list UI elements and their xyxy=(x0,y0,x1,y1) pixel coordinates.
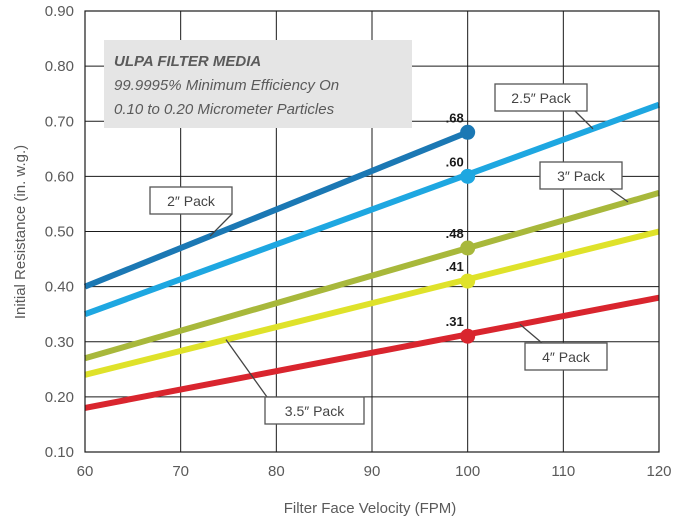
series-marker xyxy=(460,273,476,289)
series-marker xyxy=(460,328,476,344)
marker-value-label: .41 xyxy=(446,259,464,274)
series-line xyxy=(83,101,661,318)
callout-box xyxy=(539,161,623,190)
callout-leader-line xyxy=(574,110,594,130)
series-line xyxy=(84,294,660,411)
x-tick-label: 80 xyxy=(268,463,285,480)
callout-leader-line xyxy=(209,213,233,237)
y-tick-label: 0.60 xyxy=(45,168,74,185)
callout-label: 4″ Pack xyxy=(542,349,591,365)
y-tick-label: 0.50 xyxy=(45,224,74,241)
callout-leader-line xyxy=(609,188,629,203)
y-tick-label: 0.80 xyxy=(45,58,74,75)
info-box-line-2: 0.10 to 0.20 Micrometer Particles xyxy=(114,101,335,118)
info-box-line-1: 99.9995% Minimum Efficiency On xyxy=(114,77,339,94)
callout-leader-line xyxy=(519,323,543,344)
callout-label: 3.5″ Pack xyxy=(285,403,345,419)
x-axis-title: Filter Face Velocity (FPM) xyxy=(284,500,457,517)
y-axis-title: Initial Resistance (in. w.g.) xyxy=(12,145,29,319)
y-tick-label: 0.10 xyxy=(45,444,74,461)
x-tick-label: 120 xyxy=(646,463,671,480)
series-line xyxy=(83,129,469,290)
series-line xyxy=(84,228,660,378)
callout-box xyxy=(494,83,588,112)
info-box-background xyxy=(104,40,412,128)
callout-leader-line xyxy=(225,339,268,398)
series-marker xyxy=(460,240,476,256)
marker-value-label: .68 xyxy=(446,110,464,125)
marker-value-label: .48 xyxy=(446,226,464,241)
series-marker xyxy=(460,168,476,184)
x-tick-label: 70 xyxy=(172,463,189,480)
x-tick-label: 90 xyxy=(364,463,381,480)
callout-label: 2″ Pack xyxy=(167,193,216,209)
callout-label: 3″ Pack xyxy=(557,168,606,184)
callout-box xyxy=(524,342,608,371)
series-layer xyxy=(83,101,661,411)
y-tick-label: 0.20 xyxy=(45,389,74,406)
y-tick-label: 0.30 xyxy=(45,334,74,351)
y-tick-label: 0.70 xyxy=(45,113,74,130)
marker-value-label: .60 xyxy=(446,154,464,169)
callout-box xyxy=(264,396,365,425)
info-box-title: ULPA FILTER MEDIA xyxy=(114,53,261,70)
x-tick-label: 110 xyxy=(551,463,575,480)
info-box: ULPA FILTER MEDIA 99.9995% Minimum Effic… xyxy=(104,40,412,128)
y-tick-label: 0.40 xyxy=(45,279,74,296)
marker-layer: .68 .60 .48 .41 .31 xyxy=(446,110,476,344)
series-line xyxy=(84,190,660,362)
marker-value-label: .31 xyxy=(446,314,464,329)
plot-frame xyxy=(84,10,660,453)
callout-layer: 2″ Pack 2.5″ Pack 3″ Pack 3.5″ Pack 4″ Pack xyxy=(149,83,629,425)
y-tick-label: 0.90 xyxy=(45,3,74,20)
callout-label: 2.5″ Pack xyxy=(511,90,571,106)
axes: 60 70 80 90 100 110 120 0.10 0.20 0.30 0.40 0.50 0.6… xyxy=(45,3,672,480)
callout-box xyxy=(149,186,233,215)
x-tick-label: 60 xyxy=(77,463,94,480)
series-marker xyxy=(460,124,476,140)
x-tick-label: 100 xyxy=(455,463,480,480)
